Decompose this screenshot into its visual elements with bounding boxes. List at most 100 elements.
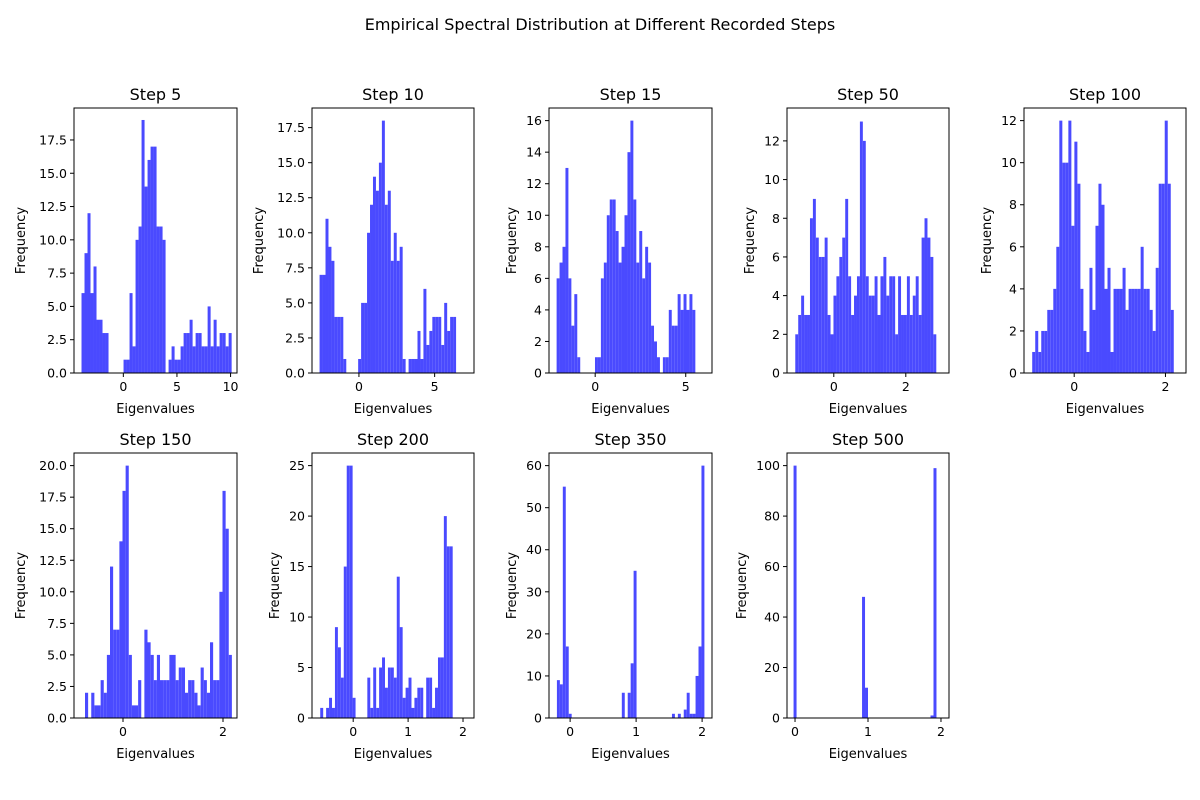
axes-frame: [73, 107, 238, 374]
histogram-bar: [441, 344, 445, 373]
histogram-bar: [683, 294, 687, 373]
histogram-bar: [1119, 288, 1123, 373]
histogram-bar: [1032, 351, 1036, 373]
histogram-bars: [85, 465, 232, 718]
histogram-bar: [175, 680, 179, 718]
x-tick-label: 5: [431, 379, 439, 394]
histogram-bar: [645, 246, 649, 373]
histogram-bar: [865, 687, 868, 718]
x-tick-label: 2: [902, 379, 910, 394]
histogram-bar: [597, 357, 601, 373]
histogram-bar: [665, 357, 669, 373]
histogram-bar: [128, 654, 132, 718]
histogram-bar: [571, 325, 575, 373]
histogram-bar: [1140, 246, 1144, 373]
histogram-bar: [106, 654, 111, 718]
histogram-bar: [1134, 288, 1138, 373]
histogram-bar: [393, 677, 397, 718]
panel-title: Step 150: [119, 430, 191, 449]
y-tick-label: 10: [526, 208, 542, 223]
y-tick-label: 6: [772, 249, 780, 264]
histogram-bar: [169, 654, 173, 718]
histogram-bar: [119, 541, 123, 718]
histogram-bar: [1131, 288, 1135, 373]
histogram-bar: [334, 316, 338, 373]
x-tick-label: 0: [119, 724, 127, 739]
histogram-bar: [337, 647, 341, 718]
histogram-bar: [827, 314, 831, 373]
histogram-bar: [390, 260, 394, 373]
y-tick-label: 0.0: [285, 366, 305, 381]
histogram-bar: [1167, 183, 1171, 373]
histogram-bar: [701, 465, 705, 718]
y-tick-label: 0: [297, 711, 305, 726]
histogram-bar: [438, 316, 442, 373]
histogram-bar: [426, 677, 430, 718]
y-tick-label: 60: [526, 458, 542, 473]
x-axis-label: Eigenvalues: [1066, 402, 1145, 417]
y-tick-label: 15.0: [277, 155, 305, 170]
histogram-bar: [1062, 162, 1066, 373]
histogram-bar: [559, 262, 563, 373]
y-tick-label: 2: [772, 327, 780, 342]
histogram-bar: [630, 663, 634, 718]
histogram-bar: [1089, 267, 1093, 373]
histogram-bar: [225, 528, 229, 718]
histogram-bar: [450, 316, 454, 373]
axes-frame: [73, 452, 238, 719]
x-axis-label: Eigenvalues: [354, 747, 433, 762]
histogram-bar: [125, 465, 129, 718]
histogram-bars: [1032, 120, 1174, 374]
histogram-bar: [1059, 120, 1063, 374]
histogram-bar: [793, 465, 797, 718]
histogram-bar: [191, 680, 195, 718]
histogram-bar: [447, 330, 451, 373]
histogram-bar: [219, 333, 223, 373]
y-axis-label: Frequency: [14, 552, 29, 619]
histogram-bar: [1164, 120, 1168, 374]
histogram-bar: [171, 346, 175, 373]
axes-frame: [786, 107, 950, 374]
histogram-bar: [147, 642, 151, 718]
histogram-bar: [411, 358, 415, 373]
histogram-bar: [1125, 309, 1129, 373]
y-tick-label: 7.5: [47, 616, 67, 631]
histogram-bar: [933, 334, 937, 373]
histogram-bar: [618, 262, 622, 373]
histogram-bar: [851, 314, 855, 373]
histogram-bar: [200, 667, 204, 718]
y-tick-label: 20: [526, 626, 542, 641]
y-tick-label: 2: [1009, 323, 1017, 338]
histogram-bar: [933, 468, 937, 718]
histogram-bar: [370, 707, 374, 718]
x-tick-label: 5: [173, 379, 181, 394]
x-axis-label: Eigenvalues: [116, 747, 195, 762]
histogram-bar: [921, 237, 925, 373]
histogram-bar: [378, 162, 382, 373]
panel-title: Step 15: [600, 85, 662, 104]
histogram-bar: [150, 146, 154, 373]
axes-frame: [311, 107, 475, 374]
histogram-bar: [1083, 330, 1087, 373]
histogram-bar: [322, 274, 326, 373]
y-tick-label: 6: [1009, 239, 1017, 254]
histogram-bars: [795, 121, 937, 373]
y-tick-label: 12: [526, 176, 542, 191]
x-tick-label: 2: [219, 724, 227, 739]
panel-2: 0 5 0.0 2.5 5.0 7.5 10.0 12.5 15.0 17.5 Step 10 Eig…: [252, 85, 475, 417]
histogram-bar: [574, 294, 578, 373]
histogram-bar: [686, 309, 690, 373]
histogram-bar: [612, 199, 616, 373]
histogram-bar: [337, 316, 341, 373]
x-tick-label: 2: [698, 724, 706, 739]
y-tick-label: 20: [764, 660, 780, 675]
histogram-bar: [915, 276, 919, 373]
histogram-bar: [417, 687, 421, 718]
histogram-bar: [123, 359, 127, 373]
histogram-bar: [854, 295, 857, 373]
histogram-bar: [862, 596, 866, 718]
histogram-bar: [138, 680, 142, 718]
histogram-bar: [216, 346, 220, 373]
histogram-bar: [340, 316, 344, 373]
